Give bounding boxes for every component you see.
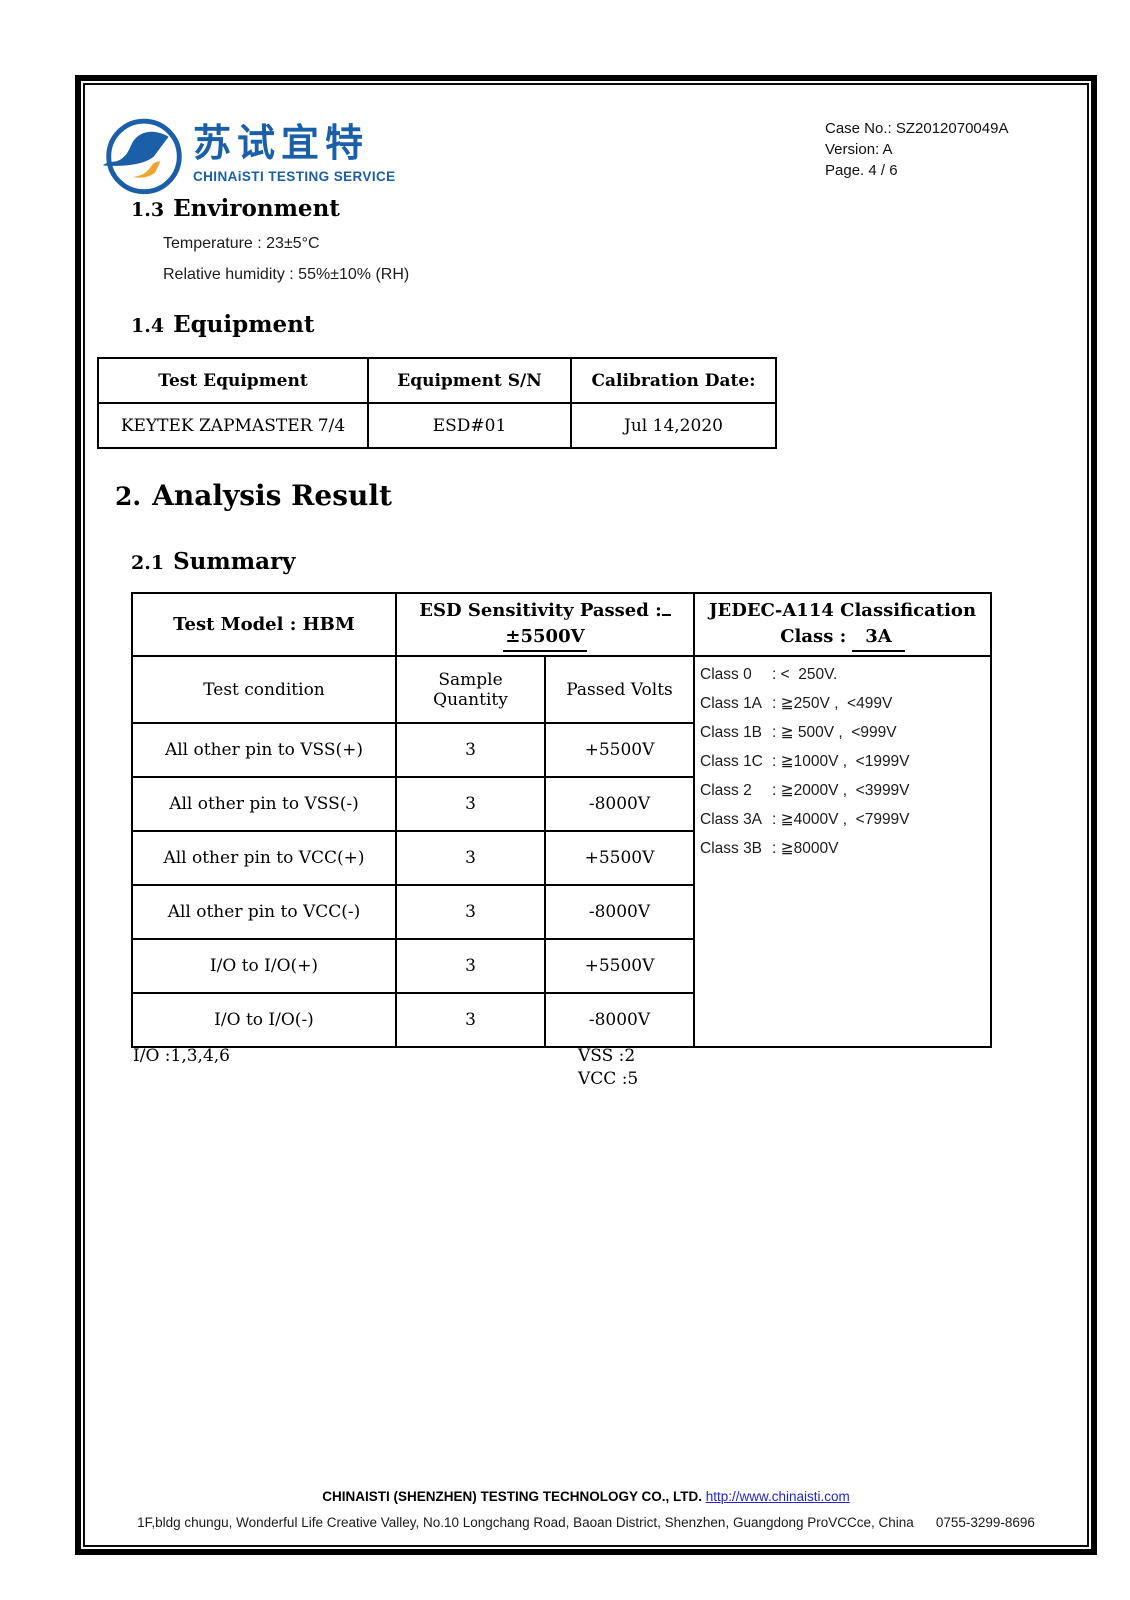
col-header: Test Equipment: [97, 357, 369, 404]
esd-passed-value: ±5500V: [503, 624, 587, 652]
table-row: I/O to I/O(-) 3 -8000V: [131, 992, 991, 1048]
brand-name: 苏试宜特: [193, 121, 370, 166]
footer-company-line: CHINAISTI (SHENZHEN) TESTING TECHNOLOGY …: [85, 1489, 1087, 1504]
company-logo: 苏试宜特 CHINAiSTI TESTING SERVICE: [103, 113, 396, 195]
col-header: Equipment S/N: [367, 357, 572, 404]
col-header: Sample Quantity: [395, 655, 546, 724]
footer-address-line: 1F,bldg chungu, Wonderful Life Creative …: [85, 1515, 1087, 1530]
summary-table: Test Model : HBM ESD Sensitivity Passed …: [131, 592, 992, 1048]
company-phone: 0755-3299-8696: [935, 1515, 1035, 1530]
jedec-class-line: Class 0: < 250V.: [700, 666, 838, 683]
sample-qty-cell: 3: [395, 776, 546, 832]
logo-swoosh-icon: [103, 118, 182, 195]
underline-stub: [661, 600, 671, 616]
test-condition-cell: I/O to I/O(+): [131, 938, 397, 994]
case-meta: Case No.: SZ2012070049A Version: A Page.…: [825, 118, 1008, 181]
report-page: 苏试宜特 CHINAiSTI TESTING SERVICE Case No.:…: [83, 83, 1089, 1547]
sample-qty-cell: 3: [395, 992, 546, 1048]
page-number: Page. 4 / 6: [825, 162, 898, 179]
section-number: 2.1: [131, 552, 165, 574]
col-header: Test condition: [131, 655, 397, 724]
section-analysis-heading: 2. Analysis Result: [115, 479, 392, 512]
class-label: Class :: [780, 625, 847, 647]
company-address: 1F,bldg chungu, Wonderful Life Creative …: [137, 1515, 914, 1530]
io-pin-note: I/O :1,3,4,6: [133, 1046, 230, 1066]
col-header: Passed Volts: [544, 655, 695, 724]
calibration-date-cell: Jul 14,2020: [570, 402, 777, 449]
summary-header-row: Test Model : HBM ESD Sensitivity Passed …: [131, 592, 992, 657]
company-name: CHINAISTI (SHENZHEN) TESTING TECHNOLOGY …: [322, 1489, 702, 1504]
jedec-header-label: JEDEC-A114 Classification: [708, 599, 977, 621]
equipment-sn-cell: ESD#01: [367, 402, 572, 449]
page-border-frame: 苏试宜特 CHINAiSTI TESTING SERVICE Case No.:…: [75, 75, 1097, 1555]
table-row: I/O to I/O(+) 3 +5500V: [131, 938, 991, 994]
passed-volts-cell: -8000V: [544, 884, 695, 940]
section-title: Summary: [173, 548, 296, 575]
table-row: KEYTEK ZAPMASTER 7/4 ESD#01 Jul 14,2020: [97, 402, 777, 449]
passed-volts-cell: +5500V: [544, 830, 695, 886]
jedec-class-line: Class 2: ≧2000V , <3999V: [700, 782, 910, 799]
jedec-class-line: Class 1B: ≧ 500V , <999V: [700, 724, 897, 741]
summary-subheader-row: Test condition Sample Quantity Passed Vo…: [131, 655, 992, 1048]
version: Version: A: [825, 141, 893, 158]
jedec-class-list: Class 0: < 250V. Class 1A: ≧250V , <499V…: [693, 655, 992, 1048]
passed-volts-cell: +5500V: [544, 938, 695, 994]
sample-qty-cell: 3: [395, 884, 546, 940]
test-condition-cell: I/O to I/O(-): [131, 992, 397, 1048]
case-number: Case No.: SZ2012070049A: [825, 120, 1009, 137]
humidity-line: Relative humidity : 55%±10% (RH): [163, 266, 410, 283]
table-row: All other pin to VSS(+) 3 +5500V: [131, 722, 991, 778]
vcc-pin-note: VCC :5: [578, 1069, 639, 1089]
table-row: All other pin to VSS(-) 3 -8000V: [131, 776, 991, 832]
jedec-classification-cell: JEDEC-A114 Classification Class :3A: [693, 592, 992, 657]
jedec-class-line: Class 1A: ≧250V , <499V: [700, 695, 893, 712]
section-title: Environment: [173, 195, 340, 222]
test-condition-cell: All other pin to VSS(-): [131, 776, 397, 832]
sample-qty-cell: 3: [395, 830, 546, 886]
sample-qty-cell: 3: [395, 938, 546, 994]
brand-tagline: CHINAiSTI TESTING SERVICE: [193, 168, 396, 184]
test-condition-cell: All other pin to VCC(-): [131, 884, 397, 940]
esd-sensitivity-cell: ESD Sensitivity Passed : ±5500V: [395, 592, 695, 657]
test-condition-cell: All other pin to VCC(+): [131, 830, 397, 886]
class-value: 3A: [852, 624, 905, 652]
company-url-link[interactable]: http://www.chinaisti.com: [705, 1489, 850, 1504]
table-row: All other pin to VCC(-) 3 -8000V: [131, 884, 991, 940]
section-title: Equipment: [173, 311, 315, 338]
passed-volts-cell: -8000V: [544, 992, 695, 1048]
sample-qty-cell: 3: [395, 722, 546, 778]
section-equipment-heading: 1.4 Equipment: [131, 311, 315, 338]
table-header-row: Test Equipment Equipment S/N Calibration…: [97, 357, 777, 404]
col-header: Calibration Date:: [570, 357, 777, 404]
jedec-class-line: Class 3B: ≧8000V: [700, 840, 839, 857]
section-summary-heading: 2.1 Summary: [131, 548, 295, 575]
temperature-line: Temperature : 23±5°C: [163, 235, 320, 252]
section-number: 2.: [115, 482, 142, 511]
section-environment-heading: 1.3 Environment: [131, 195, 340, 222]
test-condition-cell: All other pin to VSS(+): [131, 722, 397, 778]
section-number: 1.4: [131, 315, 165, 337]
section-number: 1.3: [131, 199, 165, 221]
passed-volts-cell: -8000V: [544, 776, 695, 832]
equipment-name-cell: KEYTEK ZAPMASTER 7/4: [97, 402, 369, 449]
jedec-class-line: Class 3A: ≧4000V , <7999V: [700, 811, 910, 828]
vss-pin-note: VSS :2: [578, 1046, 636, 1066]
test-model-cell: Test Model : HBM: [131, 592, 397, 657]
esd-header-label: ESD Sensitivity Passed :: [419, 599, 662, 621]
passed-volts-cell: +5500V: [544, 722, 695, 778]
equipment-table: Test Equipment Equipment S/N Calibration…: [97, 357, 777, 449]
jedec-class-line: Class 1C: ≧1000V , <1999V: [700, 753, 910, 770]
table-row: All other pin to VCC(+) 3 +5500V: [131, 830, 991, 886]
section-title: Analysis Result: [152, 479, 392, 512]
